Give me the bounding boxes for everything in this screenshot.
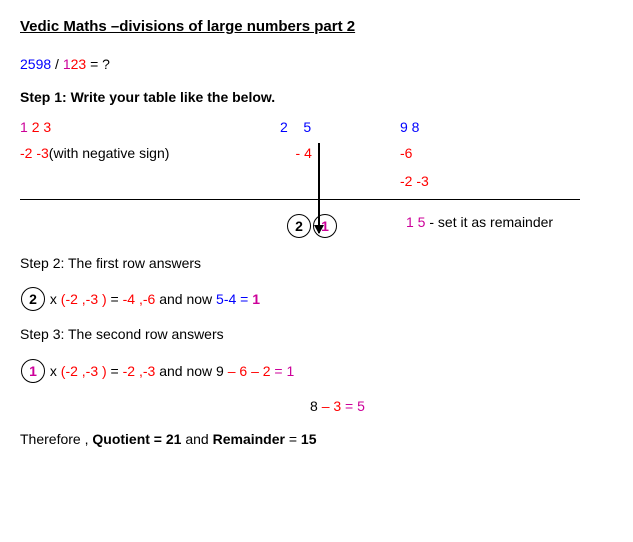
cell-98: 9 8	[400, 119, 419, 135]
step2-heading: Step 2: The first row answers	[20, 254, 613, 274]
divisor-1: 1	[20, 119, 32, 135]
and: and	[181, 431, 212, 447]
page-title: Vedic Maths –divisions of large numbers …	[20, 18, 613, 35]
table-row: -2 -3(with negative sign) - 4 -6	[20, 145, 613, 161]
eq5: = 5	[345, 398, 365, 414]
remainder-15: 1 5	[406, 214, 425, 230]
eq-1: = 1	[274, 363, 294, 379]
neg-pair: (-2 ,-3 )	[61, 363, 107, 379]
dividend: 2598	[20, 56, 51, 72]
step2-work: 2 x (-2 ,-3 ) = -4 ,-6 and now 5-4 = 1	[20, 287, 613, 311]
division-table: 1 2 3 2 5 9 8 -2 -3(with negative sign) …	[20, 119, 613, 238]
step3-heading: Step 3: The second row answers	[20, 325, 613, 345]
and-now: and now	[155, 291, 216, 307]
slash: /	[51, 56, 63, 72]
step1-heading: Step 1: Write your table like the below.	[20, 89, 613, 105]
step3-work-line2: 8 – 3 = 5	[20, 397, 613, 417]
cell-2: 2	[280, 119, 288, 135]
divisor-first: 1	[63, 56, 71, 72]
divider-line	[20, 199, 580, 200]
times: x	[46, 291, 61, 307]
result-neg: -2 ,-3	[123, 363, 156, 379]
eight: 8	[310, 398, 322, 414]
quotient-value: 21	[166, 431, 182, 447]
cell-m6: -6	[400, 145, 412, 161]
circled-1-inline: 1	[21, 359, 45, 383]
circled-2: 2	[287, 214, 311, 238]
table-row: 1 2 3 2 5 9 8	[20, 119, 613, 135]
problem-line: 2598 / 123 = ?	[20, 55, 613, 75]
eq: =	[107, 291, 123, 307]
remainder-eq: =	[289, 431, 301, 447]
conclusion: Therefore , Quotient = 21 and Remainder …	[20, 430, 613, 450]
calc-54: 5-4 =	[216, 291, 252, 307]
divisor-rest: 23	[71, 56, 87, 72]
cell-m4: - 4	[292, 145, 312, 161]
minus3: – 3	[322, 398, 345, 414]
cell-m2m3: -2 -3	[400, 173, 429, 189]
eq: =	[107, 363, 123, 379]
down-arrow-icon	[318, 143, 320, 233]
one: 1	[252, 291, 260, 307]
neg-note: (with negative sign)	[49, 145, 170, 161]
times: x	[46, 363, 61, 379]
neg-pair: (-2 ,-3 )	[61, 291, 107, 307]
divisor-23: 2 3	[32, 119, 51, 135]
cell-5: 5	[303, 119, 311, 135]
step3-work: 1 x (-2 ,-3 ) = -2 ,-3 and now 9 – 6 – 2…	[20, 359, 613, 383]
therefore: Therefore ,	[20, 431, 92, 447]
quotient-label: Quotient =	[92, 431, 166, 447]
remainder-value: 15	[301, 431, 317, 447]
and-now9: and now 9	[155, 363, 227, 379]
remainder-label: Remainder	[213, 431, 289, 447]
table-row: -2 -3	[20, 173, 613, 189]
equals-q: = ?	[86, 56, 110, 72]
circled-2-inline: 2	[21, 287, 45, 311]
minus-part: – 6 – 2	[228, 363, 275, 379]
neg-23: -2 -3	[20, 145, 49, 161]
result-neg: -4 ,-6	[123, 291, 156, 307]
remainder-note: - set it as remainder	[425, 214, 553, 230]
